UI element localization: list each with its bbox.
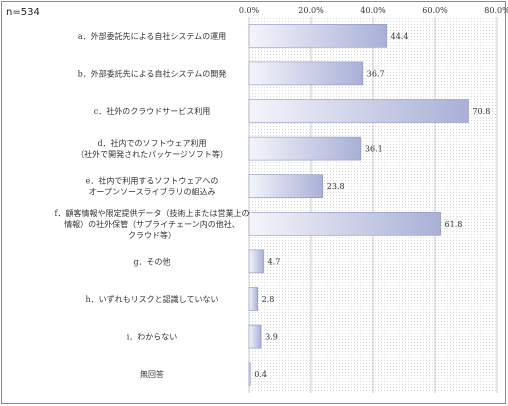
x-tick-label: 0.0% xyxy=(239,6,260,15)
category-label: 情報）の社外保管（サプライチェーン内の他社、 xyxy=(64,219,240,229)
category-label: f．顧客情報や限定提供データ（技術上または営業上の xyxy=(55,208,250,218)
category-label: i．わからない xyxy=(127,333,178,342)
category-label: c．社外のクラウドサービス利用 xyxy=(94,106,210,116)
data-label: 2.8 xyxy=(262,295,275,304)
x-tick-label: 60.0% xyxy=(422,6,448,15)
category-label: e．社内で利用するソフトウェアへの xyxy=(86,176,219,186)
x-tick-label: 40.0% xyxy=(360,6,386,15)
value-labels: 44.4 36.7 70.8 36.1 23.8 61.8 4.7 2.8 3.9 0.4 xyxy=(254,32,490,379)
category-label: g．その他 xyxy=(133,256,170,266)
x-tick-label: 80.0% xyxy=(484,6,508,15)
bar xyxy=(248,249,264,274)
x-tick-labels: 0.0% 20.0% 40.0% 60.0% 80.0% xyxy=(239,6,508,15)
bars xyxy=(248,23,469,387)
category-labels: a．外部委託先による自社システムの運用 b．外部委託先による自社システムの開発 c．… xyxy=(55,31,250,379)
category-label: オープンソースライブラリの組込み xyxy=(88,187,215,197)
bar xyxy=(248,99,469,123)
category-label: 無回答 xyxy=(140,369,164,379)
category-label: （社外で開発されたパッケージソフト等） xyxy=(76,149,228,159)
sample-size-label: n=534 xyxy=(6,7,40,18)
bar xyxy=(248,212,441,236)
data-label: 3.9 xyxy=(265,333,278,342)
bar xyxy=(248,136,362,161)
data-label: 4.7 xyxy=(268,257,281,266)
category-label: d．社内でのソフトウェア利用 xyxy=(97,138,206,148)
x-tick-label: 20.0% xyxy=(298,6,324,15)
bar xyxy=(248,23,387,48)
data-label: 36.7 xyxy=(367,69,385,78)
category-label: a．外部委託先による自社システムの運用 xyxy=(78,31,226,41)
data-label: 0.4 xyxy=(254,370,267,379)
bar xyxy=(248,287,258,311)
category-label: b．外部委託先による自社システムの開発 xyxy=(78,68,227,78)
data-label: 23.8 xyxy=(327,182,345,191)
category-label: h．いずれもリスクと認識していない xyxy=(86,294,219,304)
bar xyxy=(248,362,251,387)
data-label: 44.4 xyxy=(391,32,409,41)
bar xyxy=(248,174,324,198)
bar xyxy=(248,61,364,86)
data-label: 70.8 xyxy=(472,107,490,116)
bar xyxy=(248,324,262,349)
data-label: 36.1 xyxy=(365,145,383,154)
category-label: クラウド等） xyxy=(128,230,176,240)
data-label: 61.8 xyxy=(445,220,463,229)
